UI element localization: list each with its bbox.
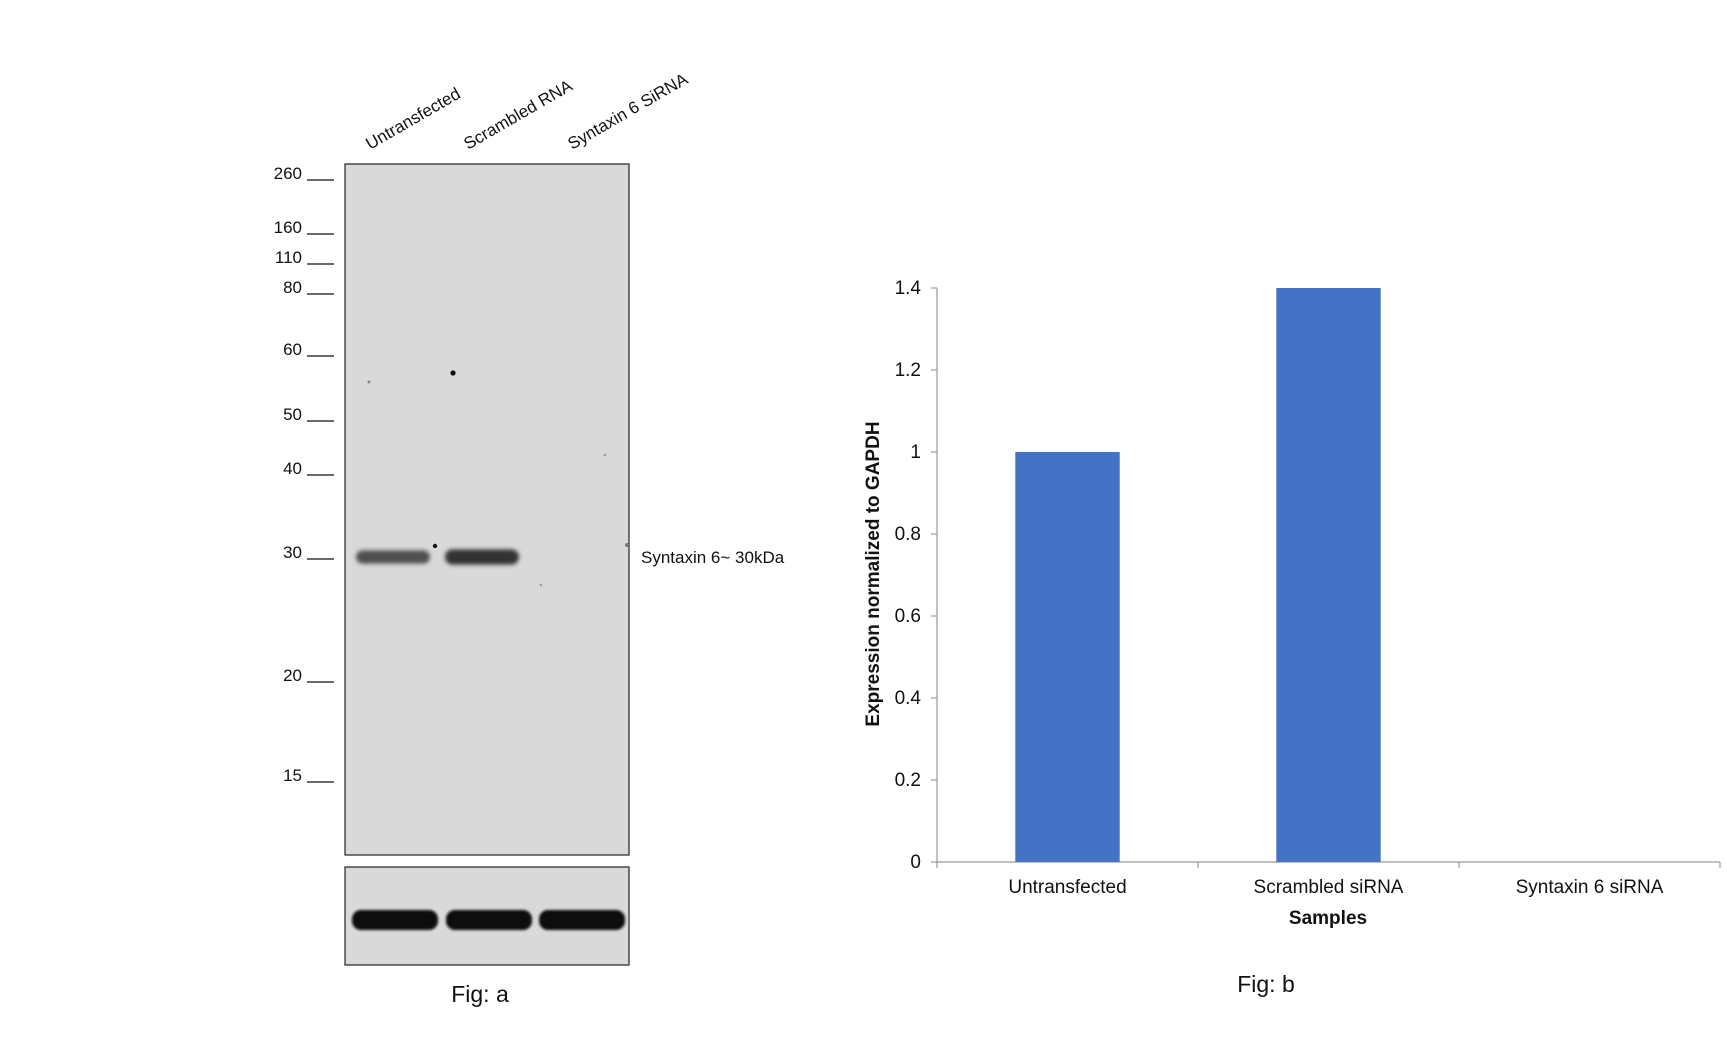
x-axis: Untransfected Scrambled siRNA Syntaxin 6 s… [936,861,1721,898]
syntaxin-6-band [356,550,430,564]
y-axis-title: Expression normalized to GAPDH [863,421,884,726]
bar [1276,288,1381,862]
x-tick-label: Syntaxin 6 siRNA [1516,877,1664,898]
marker-label: 50 [283,405,302,424]
x-axis-title: Samples [1289,908,1367,929]
loading-control-band [539,910,625,930]
loading-control-band [446,910,532,930]
marker-label: 20 [283,666,302,685]
loading-control-band [352,910,438,930]
figure-b-caption: Fig: b [1237,971,1295,997]
lane-label: Untransfected [363,84,464,153]
syntaxin-6-bands [356,549,519,565]
y-tick-label: 0.2 [895,770,921,791]
membrane-specks [367,370,629,587]
marker-label: 110 [275,248,302,267]
marker-label: 80 [283,278,302,297]
blot-membrane-main [344,163,630,856]
syntaxin-6-band [445,549,519,565]
loading-control-bands [352,910,625,930]
y-tick-label: 1.2 [895,360,921,381]
lane-label: Scrambled RNA [461,76,577,154]
marker-label: 260 [274,164,302,183]
figure-a-caption: Fig: a [451,981,509,1007]
y-tick-label: 0.8 [895,524,921,545]
y-axis: 0 0.2 0.4 0.6 0.8 1 1.2 1.4 [895,278,938,873]
x-tick-label: Scrambled siRNA [1254,877,1404,898]
marker-label: 160 [274,218,302,237]
y-tick-label: 0 [910,852,921,873]
y-tick-label: 0.6 [895,606,921,627]
x-tick-label: Untransfected [1008,877,1126,898]
lane-label: Syntaxin 6 SiRNA [565,69,692,153]
bar [1015,452,1120,862]
y-tick-label: 1 [910,442,921,463]
bar-chart-panel: 0 0.2 0.4 0.6 0.8 1 1.2 1.4 Untransfected Scramb… [863,278,1721,997]
marker-label: 30 [283,543,302,562]
y-tick-label: 1.4 [895,278,922,299]
marker-label: 60 [283,340,302,359]
marker-label: 15 [283,766,302,785]
molecular-weight-markers: 260 160 110 80 60 50 40 30 20 15 [274,164,334,785]
band-size-label: Syntaxin 6~ 30kDa [641,548,785,567]
marker-label: 40 [283,459,302,478]
bars [1015,288,1381,862]
y-tick-label: 0.4 [895,688,922,709]
